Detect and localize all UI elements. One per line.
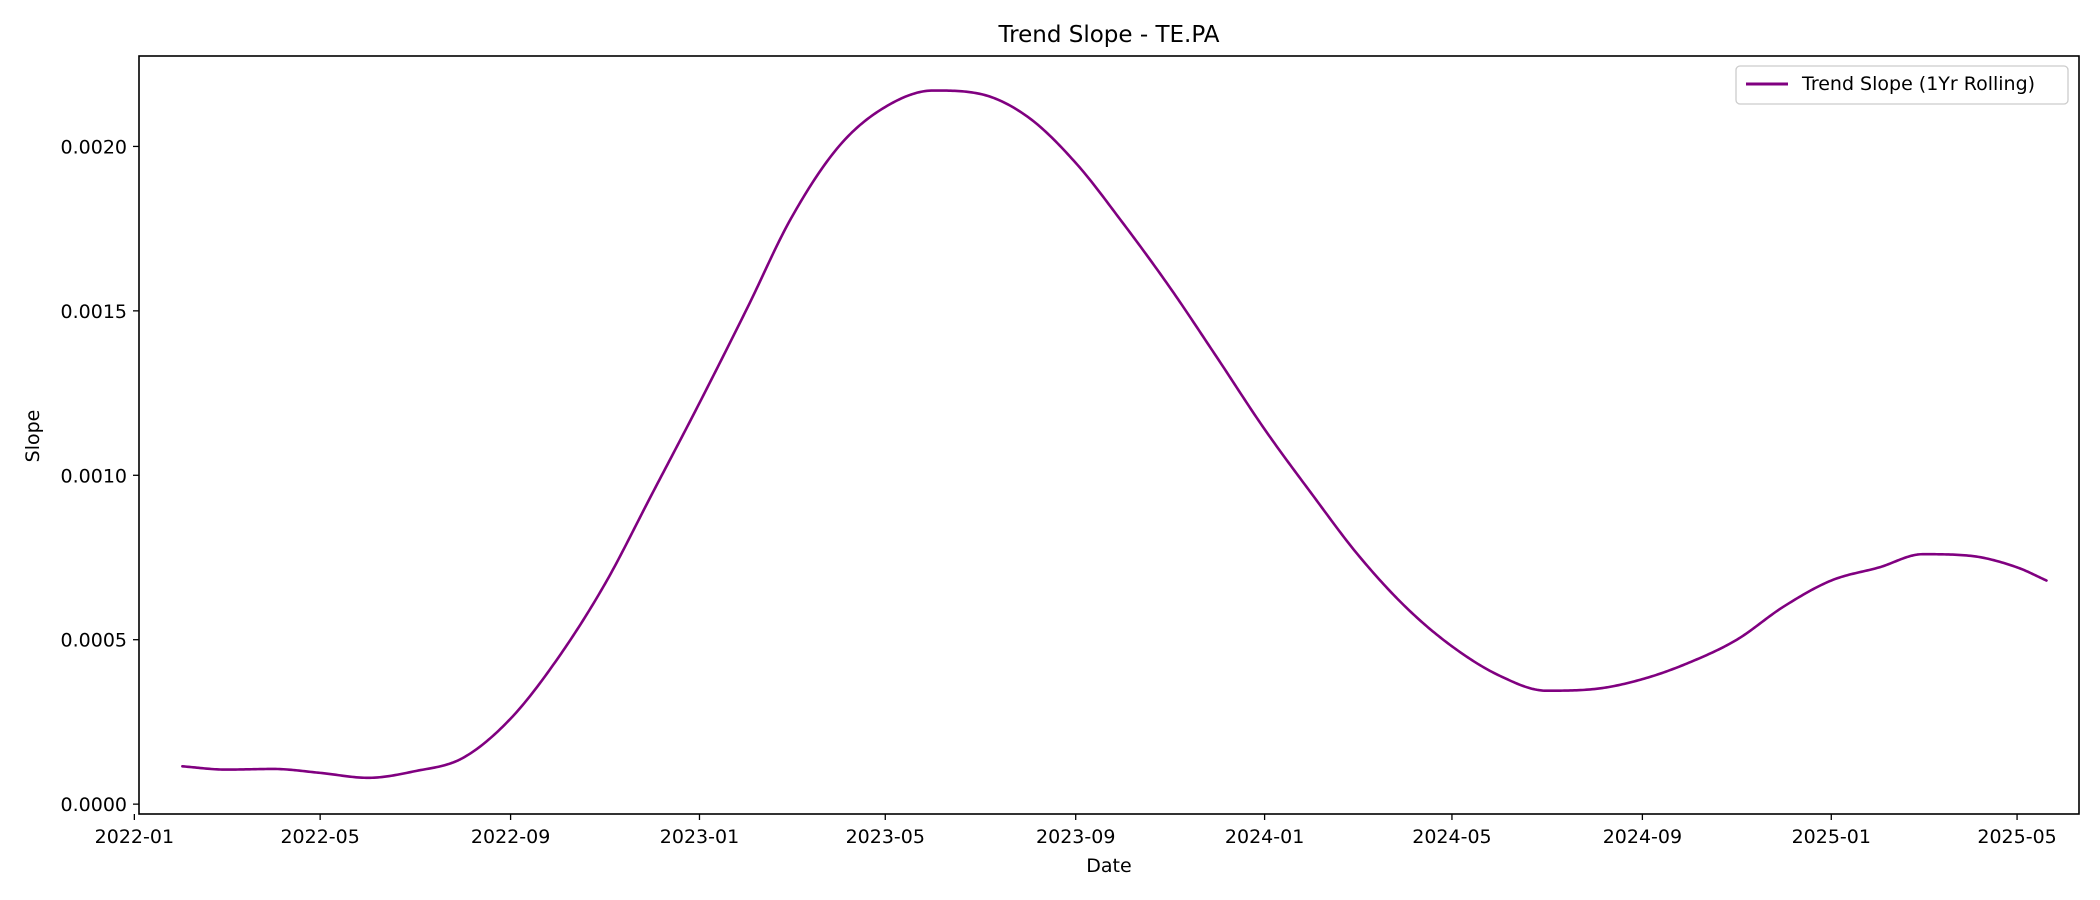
x-tick-label: 2022-09 <box>471 826 550 848</box>
y-tick-label: 0.0020 <box>61 136 127 158</box>
chart-title: Trend Slope - TE.PA <box>997 22 1219 48</box>
y-tick-label: 0.0010 <box>61 465 127 487</box>
legend-label-trend-slope: Trend Slope (1Yr Rolling) <box>1801 73 2035 95</box>
y-axis-label: Slope <box>22 410 44 463</box>
x-axis-label: Date <box>1086 855 1131 877</box>
y-tick-label: 0.0005 <box>61 630 127 652</box>
x-tick-label: 2025-01 <box>1792 826 1871 848</box>
x-tick-label: 2024-01 <box>1225 826 1304 848</box>
y-tick-label: 0.0015 <box>61 301 127 323</box>
y-tick-label: 0.0000 <box>61 794 127 816</box>
x-tick-label: 2022-01 <box>95 826 174 848</box>
x-tick-label: 2023-01 <box>660 826 739 848</box>
legend-box <box>1735 65 2069 105</box>
x-tick-label: 2023-05 <box>846 826 925 848</box>
legend: Trend Slope (1Yr Rolling) <box>1735 65 2069 105</box>
x-tick-label: 2025-05 <box>1977 826 2056 848</box>
x-tick-label: 2022-05 <box>280 826 359 848</box>
plot-frame <box>138 55 2080 815</box>
x-tick-label: 2024-09 <box>1603 826 1682 848</box>
series-line-trend-slope <box>181 89 2048 780</box>
x-tick-label: 2024-05 <box>1412 826 1491 848</box>
x-axis-ticks: 2022-01 2022-05 2022-09 2023-01 2023-05 2023-… <box>95 814 2057 848</box>
x-tick-label: 2023-09 <box>1036 826 1115 848</box>
y-axis-ticks: 0.0000 0.0005 0.0010 0.0015 0.0020 <box>61 136 139 816</box>
